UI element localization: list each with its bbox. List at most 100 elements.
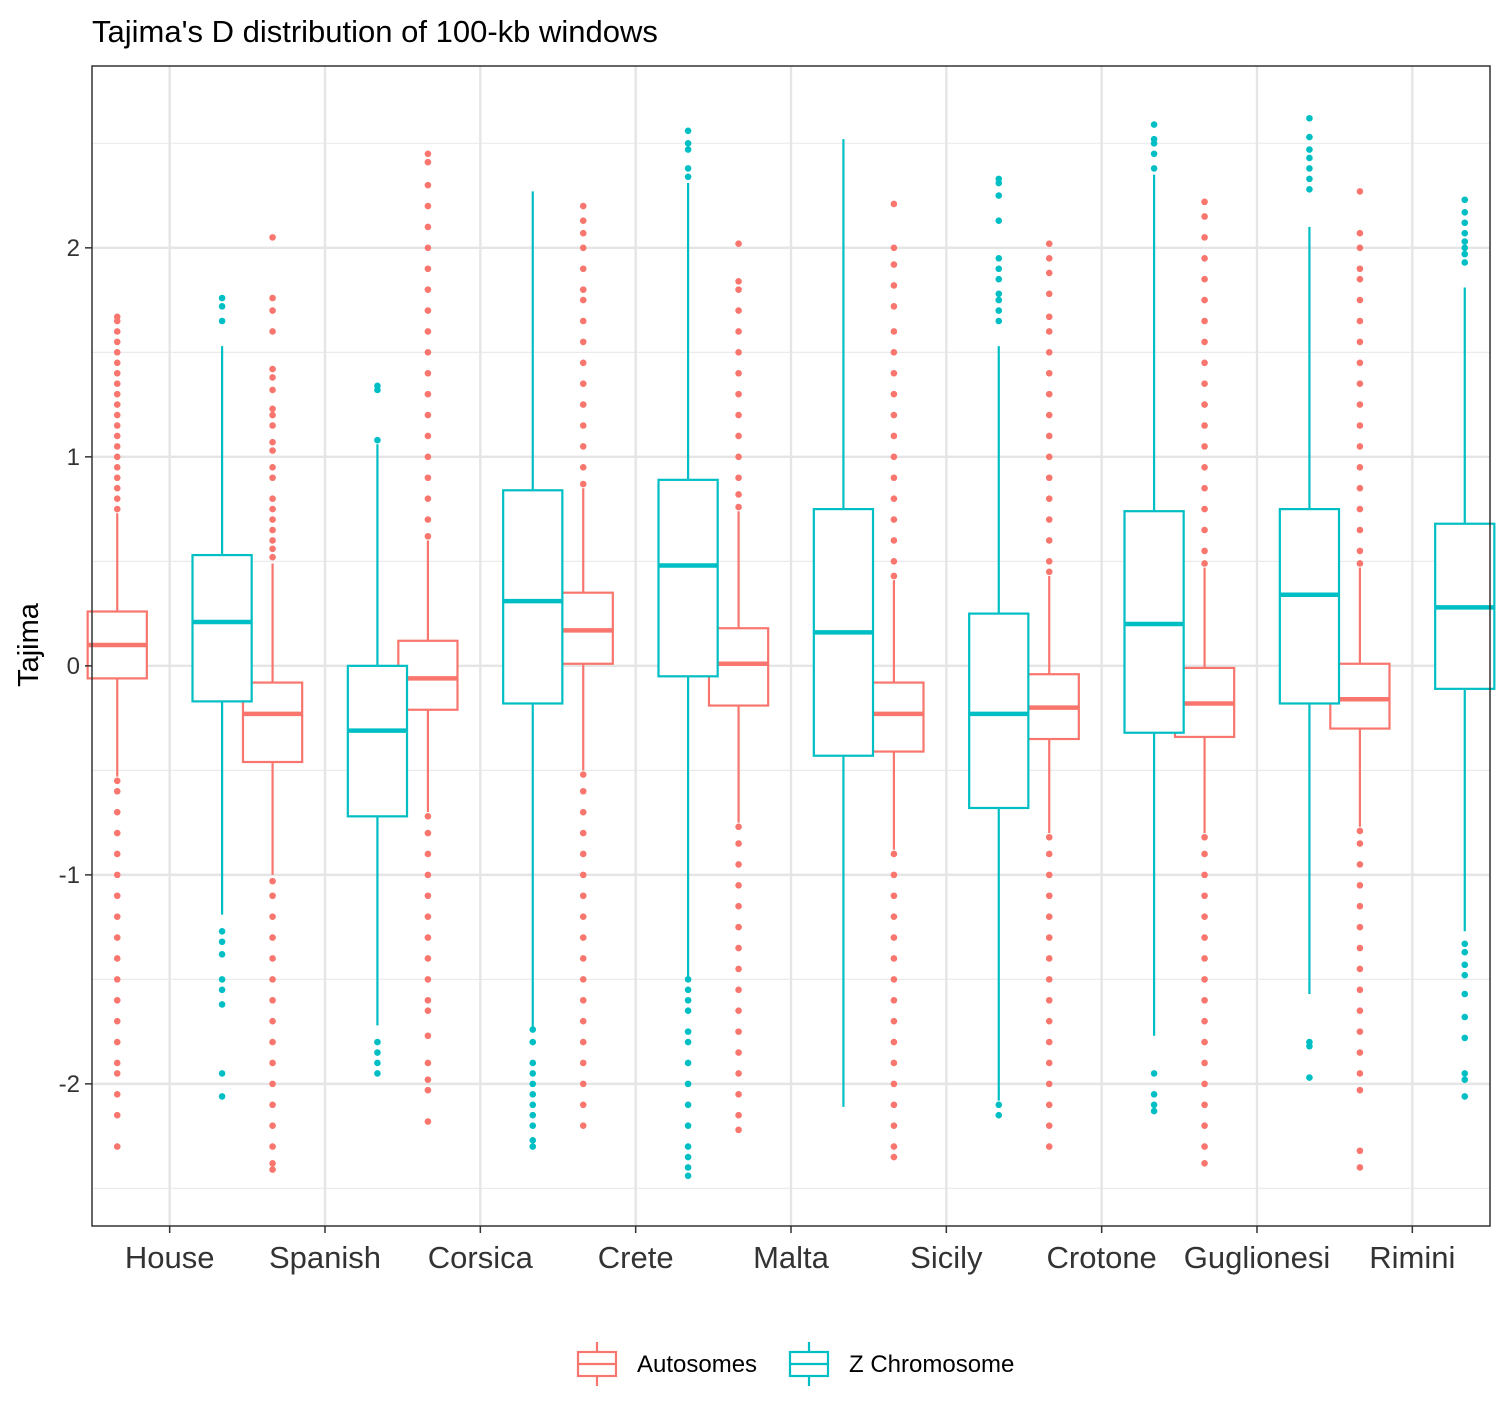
outlier-point [890, 558, 898, 565]
outlier-point [995, 217, 1003, 224]
outlier-point [113, 1017, 121, 1025]
outlier-point [424, 1059, 432, 1067]
outlier-point [529, 1091, 537, 1098]
outlier-point [1045, 1143, 1053, 1150]
outlier-point [424, 1118, 432, 1125]
outlier-point [1461, 940, 1469, 948]
outlier-point [579, 934, 587, 941]
outlier-point [890, 411, 898, 419]
outlier-point [579, 265, 587, 273]
outlier-point [1045, 955, 1053, 962]
outlier-point [1201, 380, 1208, 387]
outlier-point [529, 1101, 537, 1109]
outlier-point [1150, 1101, 1158, 1109]
outlier-point [529, 1080, 537, 1088]
outlier-point [1201, 996, 1208, 1004]
outlier-point [529, 1026, 537, 1033]
outlier-point [1306, 133, 1313, 141]
outlier-point [1150, 1070, 1158, 1077]
outlier-point [890, 200, 898, 208]
outlier-point [684, 1172, 692, 1180]
outlier-point [1045, 913, 1053, 920]
outlier-point [374, 1070, 381, 1077]
outlier-point [113, 495, 121, 502]
outlier-point [1461, 1093, 1469, 1100]
outlier-point [1201, 275, 1208, 283]
outlier-point [735, 349, 742, 356]
outlier-point [113, 422, 121, 429]
outlier-point [684, 1143, 692, 1150]
outlier-point [1045, 254, 1053, 262]
outlier-point [529, 1038, 537, 1046]
outlier-point [1045, 850, 1053, 858]
outlier-point [1356, 861, 1364, 868]
outlier-point [113, 1111, 121, 1119]
outlier-point [113, 349, 121, 356]
outlier-point [579, 829, 587, 837]
outlier-point [890, 432, 898, 440]
outlier-point [113, 505, 121, 513]
outlier-point [1201, 547, 1208, 555]
outlier-point [1356, 1086, 1364, 1094]
outlier-point [579, 1101, 587, 1109]
outlier-point [1461, 1034, 1469, 1042]
outlier-point [1045, 833, 1053, 841]
series-autosomes [86, 150, 1391, 1173]
outlier-point [1201, 505, 1208, 513]
outlier-point [579, 480, 587, 488]
x-tick-label: Crete [598, 1240, 674, 1275]
outlier-point [269, 526, 276, 534]
outlier-point [890, 1122, 898, 1129]
outlier-point [424, 1076, 432, 1083]
outlier-point [1356, 244, 1364, 252]
outlier-point [424, 244, 432, 252]
outlier-point [735, 823, 742, 831]
outlier-point [579, 422, 587, 429]
outlier-point [1356, 827, 1364, 835]
outlier-point [1201, 234, 1208, 241]
outlier-point [113, 328, 121, 335]
outlier-point [579, 338, 587, 346]
outlier-point [890, 572, 898, 580]
outlier-point [113, 829, 121, 837]
outlier-point [1201, 934, 1208, 941]
outlier-point [1045, 1017, 1053, 1025]
box-iqr [502, 489, 564, 705]
outlier-point [890, 871, 898, 879]
box-malta-z-chromosome [812, 139, 875, 1107]
x-axis: House Spanish Corsica Crete Malta Sicily Croto… [125, 1226, 1455, 1275]
box-iqr [707, 627, 770, 707]
outlier-point [218, 950, 226, 958]
outlier-point [735, 474, 742, 482]
outlier-point [113, 934, 121, 941]
outlier-point [735, 240, 742, 247]
y-axis: -2 -1 0 1 2 [59, 235, 92, 1098]
outlier-point [218, 986, 226, 994]
outlier-point [995, 265, 1003, 273]
y-axis-label: Tajima [13, 602, 45, 687]
outlier-point [995, 1111, 1003, 1119]
outlier-point [113, 338, 121, 346]
outlier-point [424, 286, 432, 293]
outlier-point [113, 474, 121, 482]
outlier-point [684, 1101, 692, 1109]
x-tick-label: Guglionesi [1184, 1240, 1330, 1275]
outlier-point [890, 261, 898, 268]
outlier-point [1306, 146, 1313, 153]
outlier-point [424, 369, 432, 377]
outlier-point [1356, 1007, 1364, 1015]
outlier-point [890, 328, 898, 335]
y-tick-label: 0 [67, 653, 80, 680]
box-rimini-z-chromosome [1434, 196, 1496, 1100]
outlier-point [113, 1070, 121, 1077]
outlier-point [269, 463, 276, 471]
legend-item-autosomes: Autosomes [576, 1342, 757, 1386]
outlier-point [113, 1091, 121, 1098]
outlier-point [735, 944, 742, 952]
outlier-point [890, 349, 898, 356]
outlier-point [1045, 537, 1053, 544]
box-series [86, 114, 1496, 1180]
outlier-point [269, 495, 276, 502]
outlier-point [1045, 432, 1053, 440]
outlier-point [529, 1137, 537, 1144]
